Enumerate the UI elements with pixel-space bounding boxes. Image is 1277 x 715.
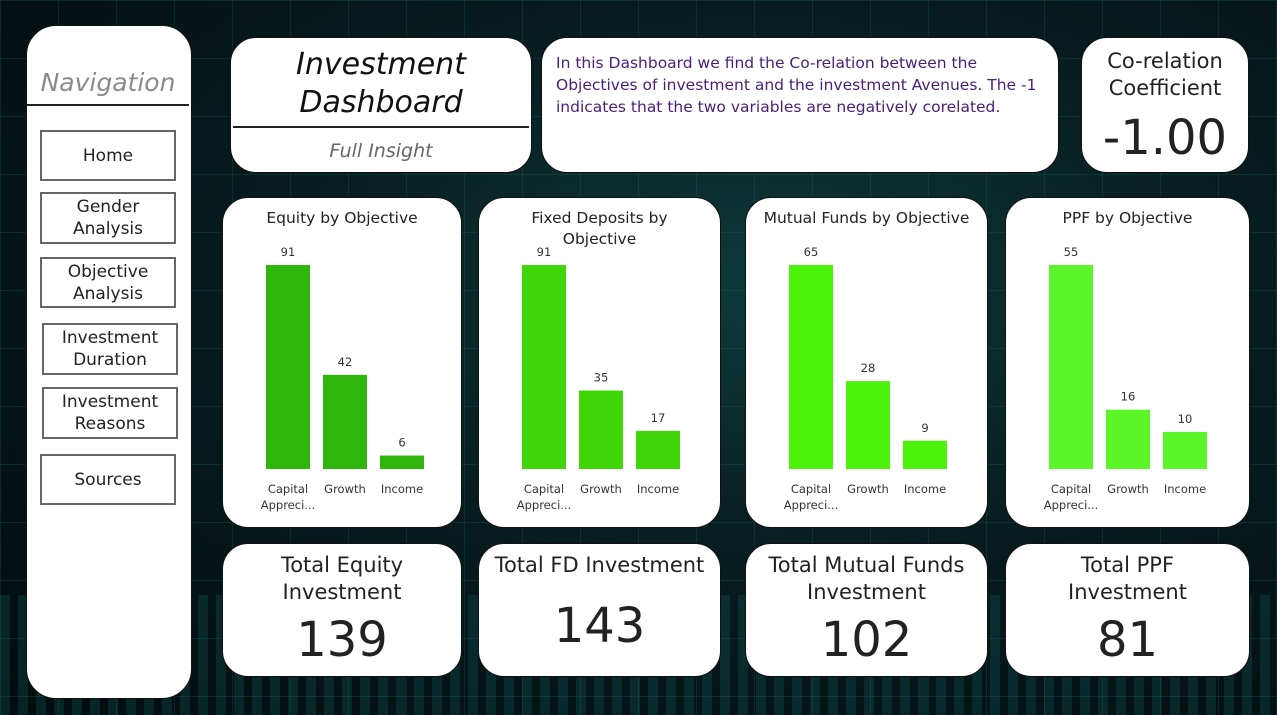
- data-label-0: 55: [1064, 245, 1079, 259]
- dashboard-title-card: Investment Dashboard Full Insight: [230, 37, 532, 173]
- mutual-funds-bar-chart: 65 Capital Appreci... 28 Growth 9 Income: [784, 245, 947, 512]
- category-label-0: Capital Appreci...: [784, 482, 839, 512]
- category-label-2: Income: [1164, 482, 1206, 496]
- bar-1[interactable]: [846, 381, 890, 469]
- total-mutual-funds-card: Total Mutual Funds Investment 102: [745, 543, 988, 677]
- navigation-title: Navigation: [40, 68, 176, 97]
- bar-0[interactable]: [789, 265, 833, 469]
- category-label-1: Growth: [580, 482, 622, 496]
- nav-investment-duration-button[interactable]: Investment Duration: [42, 323, 178, 375]
- category-label-0: Capital Appreci...: [1044, 482, 1099, 512]
- bar-1[interactable]: [323, 374, 367, 469]
- data-label-2: 17: [651, 411, 666, 425]
- category-label-2: Income: [904, 482, 946, 496]
- fixed-deposits-bar-chart: 91 Capital Appreci... 35 Growth 17 Income: [517, 245, 680, 512]
- total-fd-label: Total FD Investment: [494, 553, 705, 577]
- category-label-0: Capital Appreci...: [517, 482, 572, 512]
- nav-gender-analysis-button[interactable]: Gender Analysis: [40, 192, 176, 244]
- bar-0[interactable]: [1049, 265, 1093, 469]
- equity-chart-card: Equity by Objective 91 Capital Appreci... 4…: [222, 197, 462, 528]
- category-label-2: Income: [637, 482, 679, 496]
- navigation-panel: Navigation Home Gender Analysis Objectiv…: [26, 25, 192, 699]
- bar-1[interactable]: [1106, 409, 1150, 469]
- dashboard-subtitle: Full Insight: [329, 140, 433, 162]
- category-label-1: Growth: [847, 482, 889, 496]
- correlation-value: -1.00: [1102, 110, 1228, 166]
- total-equity-card: Total Equity Investment 139: [222, 543, 462, 677]
- total-ppf-label: Total PPF Investment: [1068, 553, 1187, 604]
- title-divider: [233, 126, 529, 128]
- data-label-2: 10: [1178, 412, 1193, 426]
- ppf-bar-chart: 55 Capital Appreci... 16 Growth 10 Income: [1044, 245, 1207, 512]
- fixed-deposits-chart-card: Fixed Deposits by Objective 91 Capital App…: [478, 197, 721, 528]
- chart-title: Equity by Objective: [266, 209, 418, 227]
- equity-bar-chart: 91 Capital Appreci... 42 Growth 6 Income: [261, 245, 424, 512]
- navigation-divider: [27, 104, 189, 106]
- data-label-1: 16: [1121, 390, 1136, 404]
- dashboard-title: Investment Dashboard: [296, 47, 466, 120]
- total-mutual-funds-value: 102: [820, 612, 913, 668]
- data-label-1: 42: [338, 355, 353, 369]
- bar-2[interactable]: [380, 455, 424, 469]
- total-equity-value: 139: [296, 612, 388, 668]
- bar-0[interactable]: [266, 265, 310, 469]
- category-label-0: Capital Appreci...: [261, 482, 316, 512]
- bar-2[interactable]: [636, 430, 680, 469]
- data-label-0: 91: [281, 245, 296, 259]
- data-label-2: 9: [921, 421, 928, 435]
- total-equity-label: Total Equity Investment: [280, 553, 404, 604]
- bar-2[interactable]: [1163, 431, 1207, 469]
- chart-title: PPF by Objective: [1062, 209, 1193, 227]
- description-text: In this Dashboard we find the Co-relatio…: [556, 54, 1037, 116]
- chart-title: Fixed Deposits by Objective: [531, 209, 668, 248]
- total-ppf-value: 81: [1096, 612, 1159, 668]
- correlation-card: Co-relation Coefficient -1.00: [1081, 37, 1249, 173]
- ppf-chart-card: PPF by Objective 55 Capital Appreci... 16 Gr…: [1005, 197, 1250, 528]
- data-label-1: 35: [594, 371, 609, 385]
- total-mutual-funds-label: Total Mutual Funds Investment: [768, 553, 965, 604]
- total-ppf-card: Total PPF Investment 81: [1005, 543, 1250, 677]
- correlation-label: Co-relation Coefficient: [1107, 49, 1223, 100]
- data-label-0: 65: [804, 245, 819, 259]
- data-label-1: 28: [861, 361, 876, 375]
- bar-0[interactable]: [522, 265, 566, 469]
- category-label-1: Growth: [1107, 482, 1149, 496]
- mutual-funds-chart-card: Mutual Funds by Objective 65 Capital Appre…: [745, 197, 988, 528]
- category-label-2: Income: [381, 482, 423, 496]
- nav-investment-reasons-button[interactable]: Investment Reasons: [42, 387, 178, 439]
- data-label-0: 91: [537, 245, 552, 259]
- description-card: In this Dashboard we find the Co-relatio…: [541, 37, 1059, 173]
- nav-home-button[interactable]: Home: [40, 130, 176, 181]
- bar-2[interactable]: [903, 440, 947, 469]
- total-fd-value: 143: [553, 598, 646, 654]
- nav-objective-analysis-button[interactable]: Objective Analysis: [40, 257, 176, 308]
- data-label-2: 6: [398, 436, 405, 450]
- bar-1[interactable]: [579, 390, 623, 469]
- total-fd-card: Total FD Investment 143: [478, 543, 721, 677]
- nav-sources-button[interactable]: Sources: [40, 454, 176, 505]
- chart-title: Mutual Funds by Objective: [763, 209, 970, 227]
- category-label-1: Growth: [324, 482, 366, 496]
